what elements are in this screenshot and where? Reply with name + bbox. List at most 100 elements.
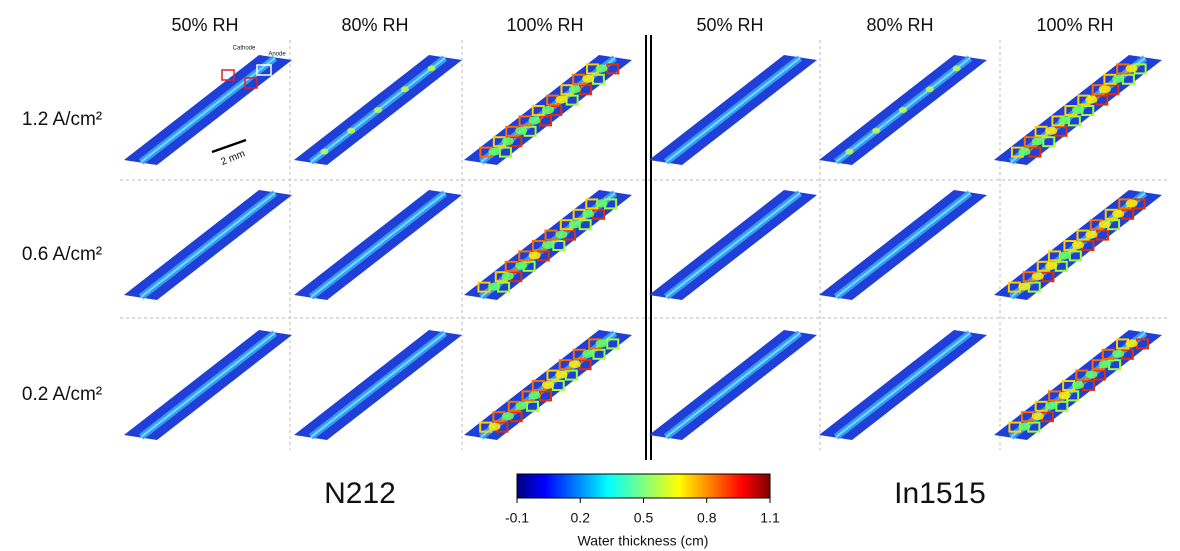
water-blob bbox=[1098, 360, 1111, 369]
water-blob bbox=[1125, 199, 1138, 208]
water-blob bbox=[1112, 349, 1125, 358]
annotation: Cathode bbox=[233, 46, 256, 52]
water-blob bbox=[488, 422, 501, 431]
heatmap-panel bbox=[124, 330, 292, 440]
colorbar bbox=[516, 473, 771, 499]
water-blob bbox=[501, 137, 514, 146]
column-header: 100% RH bbox=[1036, 15, 1113, 35]
water-blob bbox=[952, 65, 961, 72]
water-blob bbox=[1018, 147, 1031, 156]
water-blob bbox=[515, 401, 528, 410]
heatmap-panel bbox=[994, 330, 1162, 440]
heatmap-panel bbox=[124, 190, 292, 300]
water-blob bbox=[555, 95, 568, 104]
water-blob bbox=[1045, 126, 1058, 135]
water-blob bbox=[1058, 251, 1071, 260]
water-blob bbox=[568, 220, 581, 229]
heatmap-panel bbox=[464, 330, 632, 440]
heatmap-panel bbox=[294, 330, 462, 440]
group-label: In1515 bbox=[894, 477, 986, 510]
water-blob bbox=[1072, 106, 1084, 114]
annotation: Anode bbox=[268, 52, 286, 58]
water-blob bbox=[582, 74, 595, 83]
heatmap-panel bbox=[124, 55, 292, 165]
water-blob bbox=[1112, 209, 1125, 218]
water-blob bbox=[568, 360, 581, 369]
water-blob bbox=[1058, 391, 1071, 400]
water-blob bbox=[925, 86, 934, 93]
water-blob bbox=[555, 230, 568, 239]
water-blob bbox=[1031, 137, 1044, 146]
water-blob bbox=[542, 241, 554, 249]
column-header: 80% RH bbox=[866, 15, 933, 35]
channel-box bbox=[226, 56, 242, 68]
heatmap-panel bbox=[819, 330, 987, 440]
channel-box bbox=[256, 64, 272, 76]
column-header: 100% RH bbox=[506, 15, 583, 35]
water-blob bbox=[1125, 339, 1138, 348]
colorbar-label: Water thickness (cm) bbox=[578, 533, 709, 549]
water-blob bbox=[595, 199, 608, 208]
water-blob bbox=[320, 148, 329, 155]
panel-channel-core bbox=[835, 332, 971, 438]
water-blob bbox=[488, 147, 501, 156]
colorbar-tick-label: 0.2 bbox=[571, 510, 591, 526]
row-label: 0.2 A/cm² bbox=[22, 384, 102, 405]
water-blob bbox=[528, 391, 541, 400]
water-blob bbox=[347, 127, 356, 134]
water-blob bbox=[1045, 261, 1058, 270]
colorbar-tick-label: 1.1 bbox=[760, 510, 780, 526]
water-blob bbox=[1085, 230, 1098, 239]
heatmap-panel bbox=[649, 55, 817, 165]
water-blob bbox=[542, 106, 554, 114]
row-label: 0.6 A/cm² bbox=[22, 244, 102, 265]
channel-box bbox=[244, 77, 258, 89]
heatmap-panel bbox=[994, 190, 1162, 300]
colorbar-tick-label: 0.8 bbox=[697, 510, 717, 526]
water-blob bbox=[488, 282, 501, 291]
heatmap-panel bbox=[819, 55, 987, 165]
panel-channel-core bbox=[665, 192, 801, 298]
water-blob bbox=[515, 126, 528, 135]
heatmap-panel bbox=[464, 190, 632, 300]
heatmap-panel bbox=[294, 55, 462, 165]
water-blob bbox=[400, 86, 409, 93]
water-blob bbox=[555, 370, 568, 379]
water-blob bbox=[595, 64, 608, 73]
water-blob bbox=[501, 272, 514, 281]
water-blob bbox=[374, 107, 382, 113]
panel-channel-core bbox=[665, 332, 801, 438]
heatmap-panel bbox=[649, 330, 817, 440]
heatmap-panel bbox=[819, 190, 987, 300]
column-header: 50% RH bbox=[171, 15, 238, 35]
heatmap-panel bbox=[649, 190, 817, 300]
water-blob bbox=[582, 349, 595, 358]
channel-box bbox=[221, 69, 235, 81]
water-blob bbox=[845, 148, 854, 155]
water-blob bbox=[1085, 95, 1098, 104]
water-blob bbox=[1018, 282, 1031, 291]
heatmap-panel bbox=[994, 55, 1162, 165]
water-blob bbox=[1045, 401, 1058, 410]
water-blob bbox=[1031, 272, 1044, 281]
panel-channel-core bbox=[665, 57, 801, 163]
row-label: 1.2 A/cm² bbox=[22, 109, 102, 130]
scale-bar-label: 2 mm bbox=[219, 148, 246, 168]
panel-channel-core bbox=[140, 332, 276, 438]
water-blob bbox=[568, 85, 581, 94]
column-header: 80% RH bbox=[341, 15, 408, 35]
water-blob bbox=[595, 339, 608, 348]
water-blob bbox=[542, 381, 554, 389]
panel-channel-core bbox=[835, 192, 971, 298]
water-blob bbox=[528, 251, 541, 260]
water-blob bbox=[427, 65, 436, 72]
water-blob bbox=[872, 127, 881, 134]
water-blob bbox=[528, 116, 541, 125]
panel-channel-core bbox=[310, 332, 446, 438]
water-blob bbox=[1085, 370, 1098, 379]
water-blob bbox=[1072, 381, 1084, 389]
colorbar-tick-label: -0.1 bbox=[505, 510, 529, 526]
water-blob bbox=[1098, 220, 1111, 229]
water-blob bbox=[899, 107, 907, 113]
